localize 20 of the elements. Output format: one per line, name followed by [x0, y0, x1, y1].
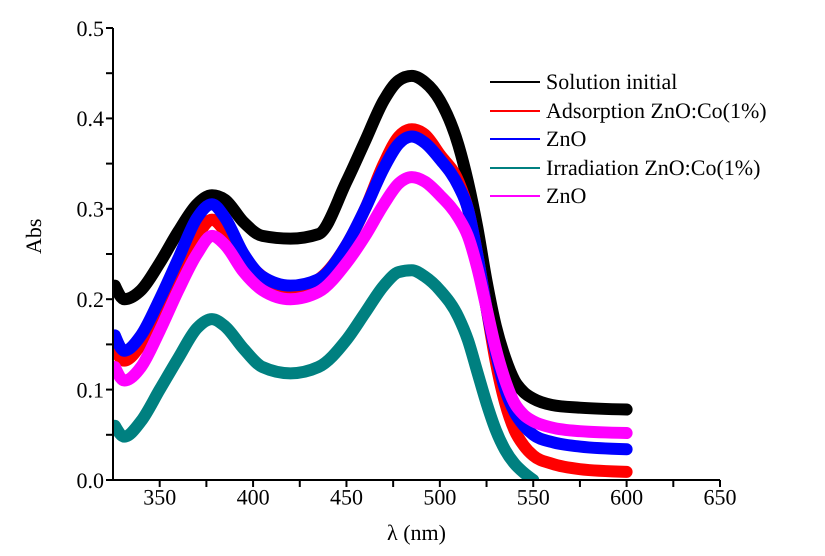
y-tick-label: 0.2 [76, 287, 104, 312]
y-tick-label: 0.0 [76, 468, 104, 493]
y-axis-title: Abs [20, 218, 46, 254]
y-tick-label: 0.3 [76, 196, 104, 222]
y-tick-label: 0.5 [76, 16, 104, 41]
legend-label: Solution initial [546, 68, 678, 96]
legend-label: Irradiation ZnO:Co(1%) [546, 154, 760, 182]
x-tick-label: 550 [516, 484, 550, 510]
legend-label: Adsorption ZnO:Co(1%) [546, 96, 767, 125]
legend-label: ZnO [546, 125, 586, 153]
x-tick-label: 500 [423, 484, 456, 510]
x-tick-label: 650 [704, 484, 736, 510]
y-tick-label: 0.1 [76, 377, 104, 402]
x-axis-title: λ (nm) [387, 520, 446, 545]
legend-label: ZnO [546, 182, 586, 210]
x-tick-label: 600 [610, 484, 644, 510]
x-tick-label: 350 [143, 484, 176, 510]
x-tick-label: 450 [330, 484, 363, 510]
y-tick-label: 0.4 [76, 106, 104, 132]
x-tick-label: 400 [236, 484, 270, 510]
